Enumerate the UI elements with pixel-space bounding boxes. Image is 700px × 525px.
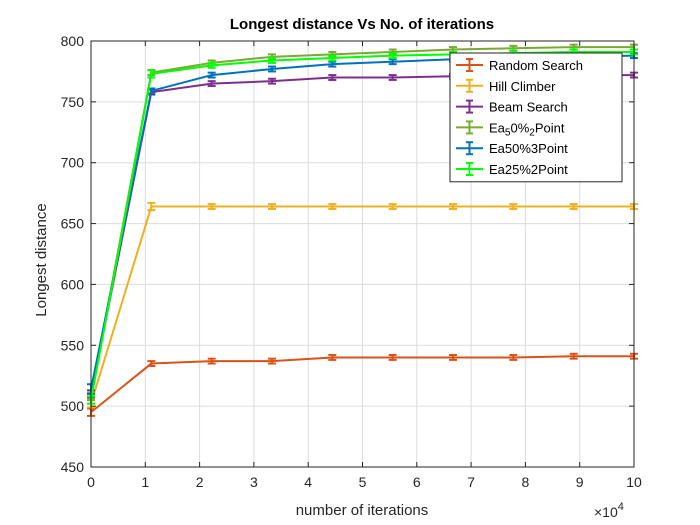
y-tick-label: 500 <box>61 398 85 414</box>
ticks <box>90 40 635 468</box>
error-bar <box>267 77 276 85</box>
x-axis-label: number of iterations <box>296 502 429 519</box>
legend-label: Ea50%3Point <box>489 141 568 156</box>
series-line <box>90 355 634 414</box>
x-tick-label: 3 <box>250 474 258 490</box>
y-tick-label: 800 <box>61 33 85 49</box>
x-tick-label: 9 <box>576 474 584 490</box>
error-bar <box>267 357 276 365</box>
error-bar <box>328 74 337 81</box>
error-bar <box>569 203 578 210</box>
legend-label: Random Search <box>489 58 583 73</box>
error-bar <box>267 203 276 210</box>
error-bar <box>207 71 216 79</box>
error-bar <box>147 69 156 79</box>
y-tick-label: 650 <box>61 216 85 232</box>
series-line <box>90 46 634 397</box>
error-bar <box>267 65 276 73</box>
error-bar <box>207 61 216 69</box>
x-multiplier-base: ×10 <box>594 504 618 520</box>
error-bar <box>207 80 216 88</box>
error-bar <box>328 203 337 210</box>
legend-item: Beam Search <box>456 99 568 115</box>
x-tick-label: 2 <box>196 474 204 490</box>
legend-box <box>449 52 623 183</box>
x-tick-label: 1 <box>141 474 149 490</box>
legend-item: Hill Climber <box>456 78 556 94</box>
error-bar <box>328 60 337 68</box>
y-tick-label: 450 <box>61 459 85 475</box>
legend-item: Ea50%2Point <box>456 120 565 138</box>
legend-label: Ea25%2Point <box>489 162 568 177</box>
error-bar <box>147 360 156 367</box>
x-tick-label: 7 <box>467 474 475 490</box>
error-bar <box>267 57 276 64</box>
legend-item: Random Search <box>456 58 583 73</box>
series-line <box>90 205 634 405</box>
legend-item: Ea25%2Point <box>456 162 568 177</box>
y-tick-label: 600 <box>61 276 85 292</box>
error-bar <box>569 352 578 360</box>
legend-label: Beam Search <box>489 100 568 115</box>
y-axis-label: Longest distance <box>33 203 50 316</box>
x-tick-label: 10 <box>626 474 642 490</box>
legend-label: Ea50%2Point <box>489 120 565 138</box>
x-multiplier-exponent: 4 <box>618 501 624 513</box>
y-tick-label: 700 <box>61 155 85 171</box>
error-bar <box>207 357 216 365</box>
error-bar <box>509 203 518 210</box>
legend: Random Search Hill Climber Beam Search Ea50… <box>449 52 623 183</box>
x-tick-label: 4 <box>304 474 312 490</box>
x-tick-label: 6 <box>413 474 421 490</box>
error-bar <box>449 354 458 361</box>
error-bar <box>207 203 216 210</box>
series-0 <box>87 352 638 417</box>
chart-title: Longest distance Vs No. of iterations <box>230 16 494 33</box>
error-bar <box>388 74 397 81</box>
y-tick-label: 750 <box>61 94 85 110</box>
x-multiplier-label: ×104 <box>594 501 624 520</box>
error-bar <box>388 203 397 210</box>
error-bar <box>388 52 397 60</box>
x-tick-label: 0 <box>87 474 95 490</box>
error-bar <box>509 354 518 361</box>
x-tick-label: 5 <box>359 474 367 490</box>
error-bar <box>147 201 156 212</box>
error-bar <box>328 354 337 361</box>
tick-labels: 0 1 2 3 4 5 6 7 8 9 10 450 500 550 600 650 700 750 800 <box>61 33 642 490</box>
error-bar <box>388 58 397 66</box>
legend-label: Hill Climber <box>489 79 556 94</box>
x-tick-label: 8 <box>522 474 530 490</box>
legend-item: Ea50%3Point <box>456 141 568 156</box>
error-bar <box>388 354 397 361</box>
error-bar <box>328 54 337 62</box>
error-bar <box>449 203 458 210</box>
y-tick-label: 550 <box>61 337 85 353</box>
